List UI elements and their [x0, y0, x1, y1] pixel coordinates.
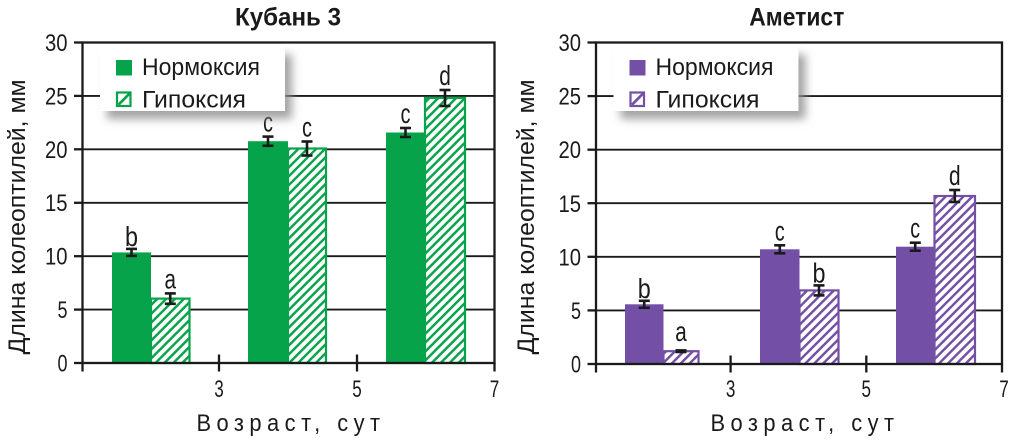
svg-text:Гипоксия: Гипоксия [656, 87, 760, 114]
svg-text:Кубань 3: Кубань 3 [235, 4, 341, 32]
svg-text:20: 20 [559, 137, 582, 164]
svg-text:b: b [638, 273, 651, 304]
svg-text:3: 3 [214, 376, 224, 403]
svg-text:b: b [125, 221, 138, 252]
svg-text:Нормоксия: Нормоксия [656, 54, 774, 81]
svg-text:Длина колеоптилей, мм: Длина колеоптилей, мм [513, 79, 540, 354]
svg-text:Гипоксия: Гипоксия [142, 87, 246, 114]
svg-text:c: c [775, 215, 785, 246]
svg-text:Длина колеоптилей, мм: Длина колеоптилей, мм [4, 79, 31, 354]
svg-text:0: 0 [58, 351, 68, 378]
svg-text:3: 3 [726, 376, 736, 403]
svg-text:20: 20 [45, 137, 68, 164]
svg-text:Возраст, сут: Возраст, сут [197, 410, 386, 437]
svg-text:7: 7 [999, 376, 1009, 403]
svg-text:c: c [401, 98, 411, 129]
svg-text:5: 5 [352, 376, 362, 403]
svg-text:25: 25 [45, 83, 68, 110]
svg-text:10: 10 [559, 244, 582, 271]
svg-text:5: 5 [862, 376, 872, 403]
svg-text:c: c [910, 213, 920, 244]
svg-text:25: 25 [559, 84, 582, 111]
svg-text:15: 15 [45, 190, 68, 217]
svg-text:b: b [813, 257, 826, 288]
svg-text:15: 15 [559, 191, 582, 218]
svg-text:a: a [675, 316, 687, 347]
svg-text:30: 30 [559, 30, 582, 57]
svg-text:7: 7 [490, 376, 500, 403]
svg-text:c: c [302, 112, 312, 143]
svg-text:Возраст, сут: Возраст, сут [711, 410, 900, 437]
svg-text:Нормоксия: Нормоксия [142, 54, 260, 81]
svg-text:Аметист: Аметист [749, 4, 844, 32]
svg-text:0: 0 [571, 352, 581, 379]
svg-text:d: d [439, 60, 451, 91]
svg-text:5: 5 [58, 297, 68, 324]
svg-text:c: c [263, 107, 273, 138]
svg-text:d: d [949, 160, 961, 191]
svg-text:10: 10 [45, 244, 68, 271]
svg-text:5: 5 [571, 298, 581, 325]
svg-text:a: a [164, 263, 176, 294]
svg-text:30: 30 [45, 30, 68, 57]
